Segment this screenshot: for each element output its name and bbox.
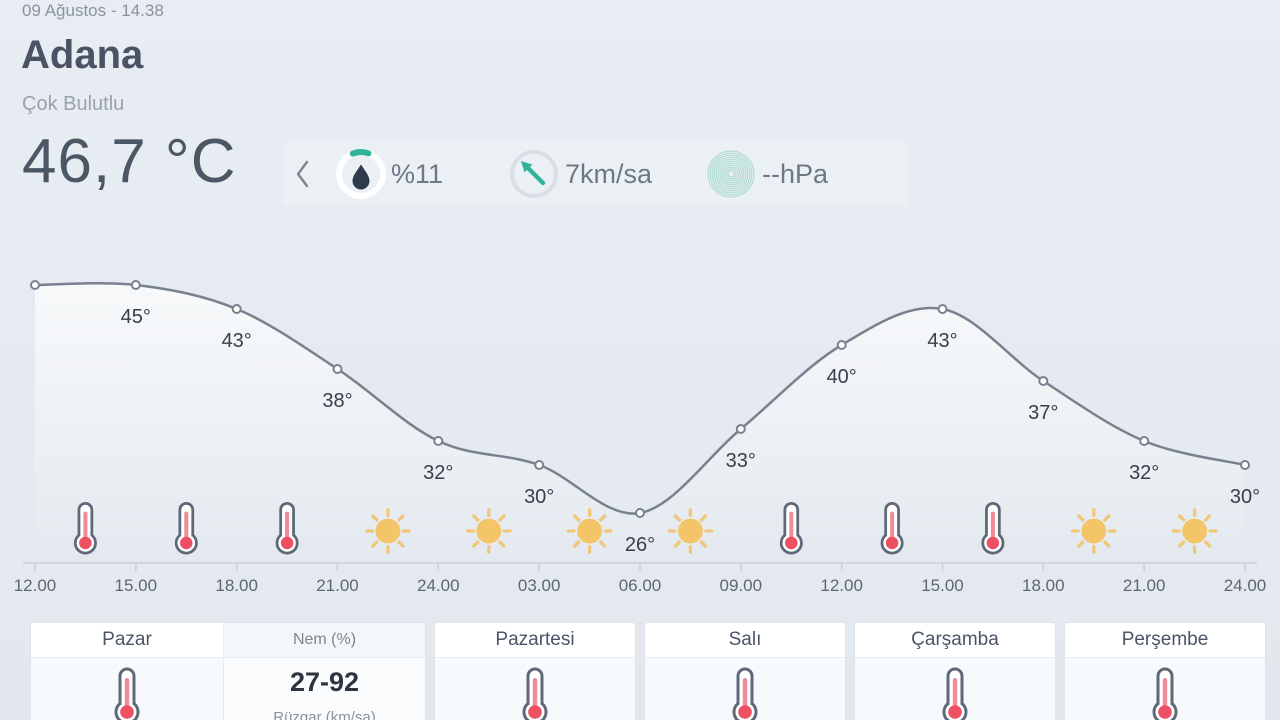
point-temp-label: 32° <box>1129 462 1159 484</box>
forecast-card-day[interactable]: Perşembe <box>1064 622 1266 720</box>
axis-tick-label: 18.00 <box>1022 576 1065 595</box>
thermometer-icon <box>275 502 299 555</box>
axis-tick-label: 21.00 <box>1123 576 1166 595</box>
point-temp-label: 40° <box>827 366 857 388</box>
forecast-card-day[interactable]: Salı <box>644 622 846 720</box>
temperature-chart: 12.00 15.00 18.00 21.00 24.00 03.00 06.00 09.00… <box>14 280 1267 595</box>
thermometer-icon <box>942 667 968 720</box>
pressure-value: --hPa <box>762 159 829 189</box>
point-temp-label: 38° <box>322 390 352 412</box>
day-name: Salı <box>645 623 845 658</box>
axis-tick-label: 24.00 <box>1224 576 1267 595</box>
thermometer-icon <box>73 502 97 555</box>
axis-tick-label: 15.00 <box>115 576 158 595</box>
chevron-left-icon[interactable] <box>296 159 310 189</box>
humidity-range-value: 27-92 <box>289 667 360 697</box>
point-temp-label: 30° <box>524 486 554 508</box>
current-stats-panel: %11 7km/sa --hPa <box>283 142 908 206</box>
forecast-card-today[interactable]: Pazar Nem (%) 27-92 Rüzgar (km/sa) <box>30 622 426 720</box>
axis-tick-label: 18.00 <box>215 576 258 595</box>
axis-tick-label: 09.00 <box>720 576 763 595</box>
thermometer-icon <box>174 502 198 555</box>
wind-range-label: Rüzgar (km/sa) <box>273 709 376 720</box>
current-temperature: 46,7 °C <box>22 127 237 196</box>
point-temp-label: 43° <box>927 330 957 352</box>
thermometer-icon <box>880 502 904 555</box>
forecast-card-day[interactable]: Pazartesi <box>434 622 636 720</box>
droplet-icon <box>352 164 370 190</box>
sun-icon <box>365 508 411 554</box>
axis-tick-label: 21.00 <box>316 576 359 595</box>
point-temp-label: 43° <box>222 330 252 352</box>
thermometer-icon <box>981 502 1005 555</box>
datetime-label: 09 Ağustos - 14.38 <box>22 1 164 20</box>
point-temp-label: 32° <box>423 462 453 484</box>
forecast-row: Pazar Nem (%) 27-92 Rüzgar (km/sa) Pazar… <box>30 622 1266 720</box>
thermometer-icon <box>114 667 140 720</box>
forecast-card-day[interactable]: Çarşamba <box>854 622 1056 720</box>
city-title: Adana <box>21 33 144 77</box>
axis-tick-label: 06.00 <box>619 576 662 595</box>
sun-icon <box>1070 508 1117 554</box>
axis-tick-label: 12.00 <box>820 576 863 595</box>
point-temp-label: 37° <box>1028 402 1058 424</box>
point-temp-label: 33° <box>726 450 756 472</box>
sun-icon <box>1171 508 1218 554</box>
point-temp-label: 30° <box>1230 486 1260 508</box>
thermometer-icon <box>522 667 548 720</box>
sun-icon <box>667 508 714 554</box>
thermometer-icon <box>732 667 758 720</box>
point-temp-label: 26° <box>625 534 655 556</box>
pressure-icon <box>707 150 755 198</box>
wind-direction-icon <box>510 150 558 198</box>
humidity-value: %11 <box>391 159 444 189</box>
axis-tick-label: 12.00 <box>14 576 57 595</box>
condition-label: Çok Bulutlu <box>22 93 125 115</box>
axis-tick-label: 15.00 <box>921 576 964 595</box>
axis-tick-label: 24.00 <box>417 576 460 595</box>
sun-icon <box>465 508 512 554</box>
day-name: Perşembe <box>1065 623 1265 658</box>
day-name: Pazartesi <box>435 623 635 658</box>
thermometer-icon <box>779 502 803 555</box>
sun-icon <box>566 508 613 554</box>
day-name: Pazar <box>31 623 223 658</box>
axis-tick-label: 03.00 <box>518 576 561 595</box>
point-temp-label: 45° <box>121 306 151 328</box>
humidity-range-label: Nem (%) <box>224 623 425 658</box>
wind-value: 7km/sa <box>565 159 653 189</box>
humidity-gauge-icon <box>336 149 386 199</box>
thermometer-icon <box>1152 667 1178 720</box>
day-name: Çarşamba <box>855 623 1055 658</box>
